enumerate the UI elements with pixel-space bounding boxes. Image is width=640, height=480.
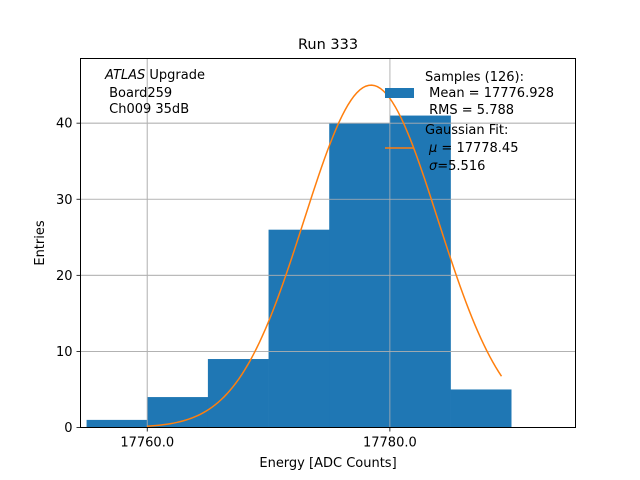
legend-fit-title: Gaussian Fit:	[425, 123, 508, 138]
atlas-annotation: ATLAS Upgrade Board259 Ch009 35dB	[104, 68, 205, 117]
legend-hist-title: Samples (126):	[425, 70, 524, 85]
legend-mu-value: = 17778.45	[437, 141, 518, 156]
legend-hist-mean: Mean = 17776.928	[425, 86, 554, 101]
legend-mu-symbol: μ	[428, 141, 437, 156]
svg-text:σ=5.516: σ=5.516	[429, 159, 485, 174]
x-axis-label: Energy [ADC Counts]	[259, 456, 396, 471]
y-tick-label-1: 10	[56, 345, 73, 360]
y-tick-label-3: 30	[56, 193, 73, 208]
chart-title: Run 333	[298, 37, 358, 53]
y-tick-label-0: 0	[64, 421, 72, 436]
board-label: Board259	[105, 86, 172, 101]
y-axis-label: Entries	[33, 220, 48, 266]
legend-hist-rms: RMS = 5.788	[425, 103, 514, 118]
gaussian-fit-curve	[147, 84, 503, 427]
histogram-bar-0	[86, 419, 148, 428]
legend-sigma-symbol: σ	[429, 159, 438, 174]
y-tick-label-2: 20	[56, 269, 73, 284]
x-tick-label-0: 17760.0	[120, 436, 174, 451]
histogram-bar-3	[268, 229, 330, 428]
histogram-bar-6	[450, 389, 512, 428]
x-axis-ticks: 17760.0 17780.0	[120, 427, 417, 451]
y-axis-ticks: 0 10 20 30 40	[56, 117, 81, 436]
x-tick-label-1: 17780.0	[363, 436, 417, 451]
atlas-label: ATLAS	[104, 68, 145, 83]
channel-label: Ch009 35dB	[105, 102, 189, 117]
svg-text:ATLAS Upgrade: ATLAS Upgrade	[104, 68, 205, 83]
legend: Samples (126): Mean = 17776.928 RMS = 5.…	[385, 70, 554, 174]
histogram-bar-2	[207, 359, 269, 428]
svg-text:μ = 17778.45: μ = 17778.45	[428, 141, 518, 156]
gaussian-fit	[147, 84, 503, 427]
legend-sigma-value: =5.516	[437, 159, 485, 174]
legend-hist-swatch	[385, 88, 414, 98]
upgrade-label: Upgrade	[145, 68, 205, 83]
plot-frame	[80, 58, 576, 428]
y-tick-label-4: 40	[56, 117, 73, 132]
